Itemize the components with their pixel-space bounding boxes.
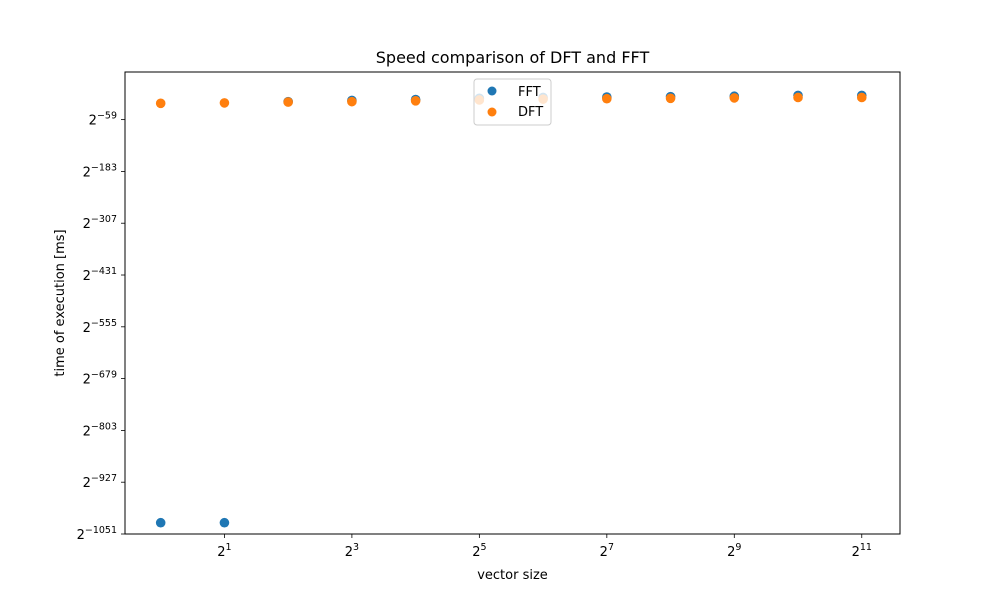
x-tick-label: 21 [217, 542, 231, 560]
dft-point [665, 93, 676, 104]
x-axis-ticks: 21 23 25 27 29 211 [217, 534, 872, 560]
y-tick-label: 2−59 [89, 111, 117, 129]
dft-point [793, 92, 803, 103]
legend: FFT DFT [473, 78, 552, 126]
dft-point [410, 96, 421, 106]
legend-label-fft: FFT [518, 85, 541, 100]
x-tick-label: 23 [345, 542, 359, 560]
dft-point [283, 97, 293, 107]
dft-point [856, 92, 867, 103]
y-tick-label: 2−183 [83, 162, 117, 180]
fft-point [155, 517, 166, 528]
y-tick-label: 2−555 [83, 318, 117, 336]
y-tick-label: 2−927 [83, 473, 117, 491]
y-tick-label: 2−307 [83, 214, 117, 232]
plot-area [125, 72, 900, 534]
y-tick-label: 2−679 [83, 370, 117, 388]
x-tick-label: 29 [727, 542, 741, 560]
x-tick-label: 211 [852, 542, 872, 560]
dft-point [729, 93, 740, 103]
y-tick-label: 2−803 [83, 421, 117, 439]
legend-marker-fft [487, 86, 497, 96]
fft-point [219, 517, 230, 528]
dft-point [602, 93, 612, 104]
y-tick-label: 2−431 [83, 266, 117, 284]
dft-point [155, 98, 166, 109]
legend-marker-dft [487, 107, 497, 117]
x-tick-label: 25 [472, 542, 486, 560]
chart-title: Speed comparison of DFT and FFT [376, 48, 650, 67]
y-axis-ticks: 2−59 2−183 2−307 2−431 2−555 2−679 2−803 2−927 2… [77, 111, 125, 543]
x-tick-label: 27 [600, 542, 614, 560]
y-axis-label: time of execution [ms] [53, 229, 68, 376]
dft-point [219, 98, 230, 108]
x-axis-label: vector size [477, 568, 548, 583]
y-tick-label: 2−1051 [77, 525, 117, 543]
plot-frame [124, 71, 901, 535]
legend-label-dft: DFT [518, 105, 543, 120]
dft-point [347, 96, 357, 107]
